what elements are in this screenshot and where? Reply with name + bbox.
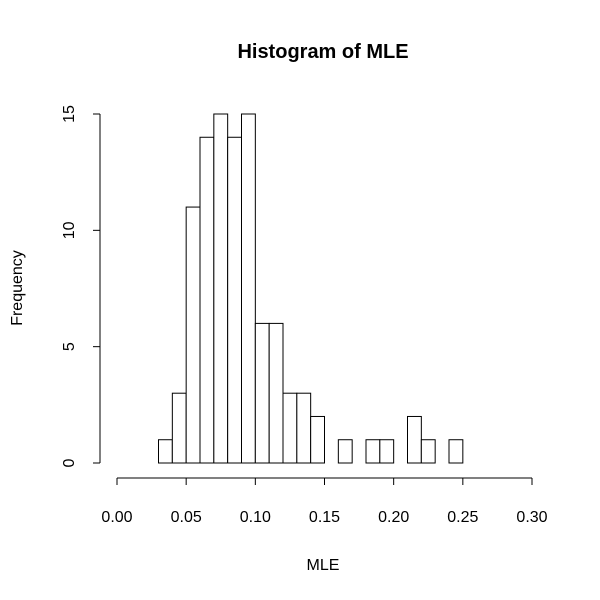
y-axis-label: Frequency <box>9 250 26 326</box>
histogram-bar <box>337 439 353 464</box>
histogram-bar <box>282 392 298 464</box>
x-axis-label: MLE <box>307 557 340 574</box>
histogram-bar <box>379 439 395 464</box>
histogram-bar <box>268 322 284 464</box>
x-tick-label: 0.10 <box>240 509 271 526</box>
histogram-bar <box>365 439 381 464</box>
y-tick-label: 0 <box>61 458 78 467</box>
y-tick-label: 15 <box>61 105 78 123</box>
y-axis: 0 5 10 15 <box>61 105 101 467</box>
x-tick-label: 0.15 <box>309 509 340 526</box>
x-axis: 0.00 0.05 0.10 0.15 0.20 0.25 0.30 <box>101 477 548 526</box>
histogram-bar <box>296 392 312 464</box>
bars-group <box>158 113 464 464</box>
histogram-bar <box>158 439 173 464</box>
histogram-bar <box>241 113 256 464</box>
x-tick-label: 0.20 <box>378 509 409 526</box>
histogram-bar <box>420 439 436 464</box>
histogram-bar <box>310 415 325 464</box>
histogram-bar <box>407 415 422 464</box>
histogram-bar <box>171 392 187 464</box>
chart-title: Histogram of MLE <box>237 41 408 63</box>
y-tick-label: 10 <box>61 221 78 239</box>
x-tick-label: 0.00 <box>101 509 132 526</box>
y-tick-label: 5 <box>61 342 78 351</box>
histogram-bar <box>213 113 229 464</box>
histogram-bar <box>254 322 270 464</box>
histogram-bar <box>199 136 215 464</box>
histogram-bar <box>448 439 464 464</box>
x-tick-label: 0.05 <box>171 509 202 526</box>
x-tick-label: 0.25 <box>447 509 478 526</box>
histogram-bar <box>185 206 201 464</box>
x-tick-label: 0.30 <box>516 509 547 526</box>
histogram-bar <box>227 136 243 464</box>
